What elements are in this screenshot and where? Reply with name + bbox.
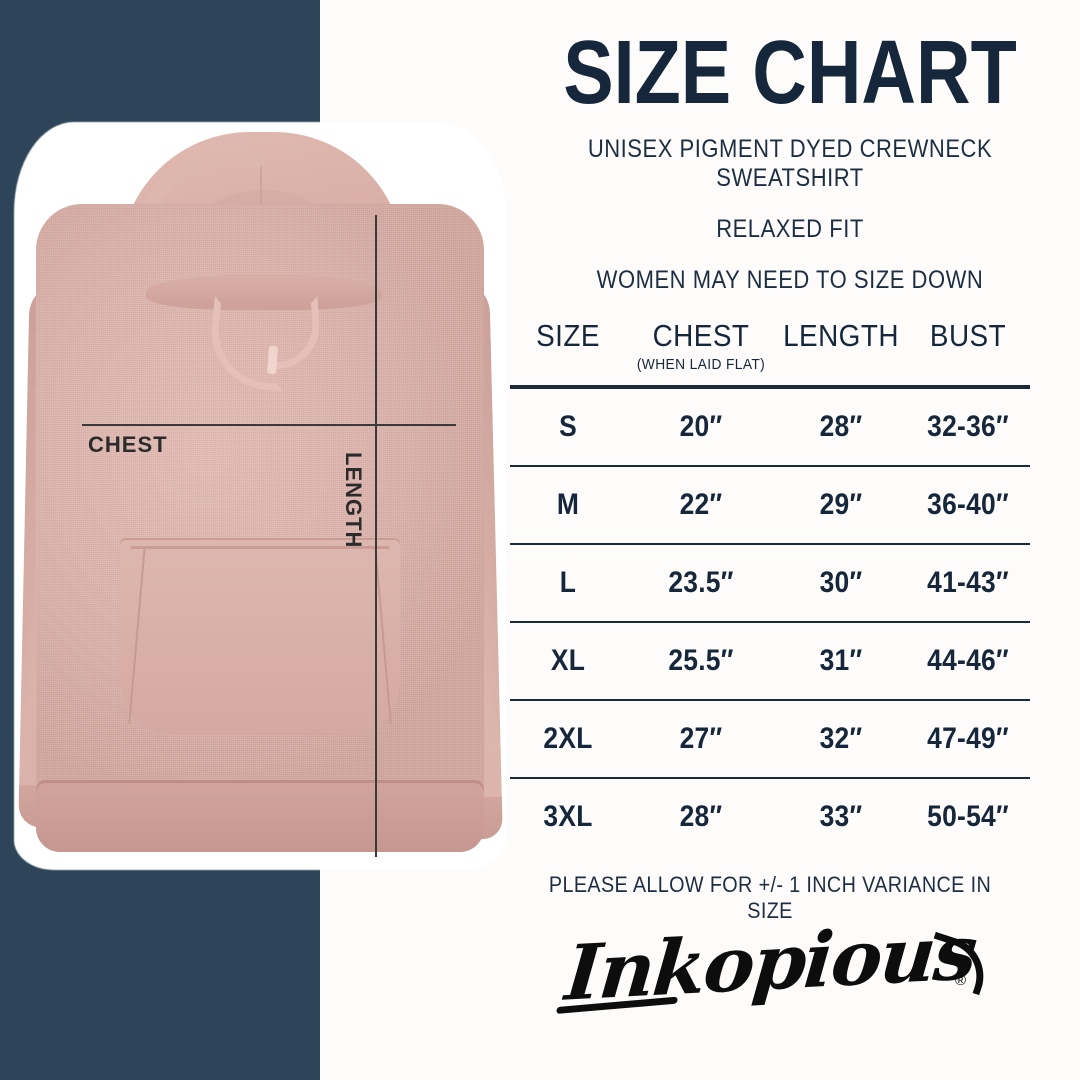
subtitle-product: UNISEX PIGMENT DYED CREWNECK SWEATSHIRT	[587, 134, 993, 192]
cell-length: 30″	[819, 566, 863, 599]
cell-bust: 44-46″	[927, 644, 1009, 677]
cell-bust: 41-43″	[927, 566, 1009, 599]
chest-measurement-line	[82, 424, 456, 426]
page-title: SIZE CHART	[563, 23, 1017, 123]
subtitle-sizing-advice: WOMEN MAY NEED TO SIZE DOWN	[596, 265, 984, 294]
table-row-divider	[510, 465, 1030, 467]
collar-band	[146, 274, 382, 310]
length-measurement-line	[375, 215, 377, 857]
subtitle-fit: RELAXED FIT	[716, 214, 864, 243]
cell-size: 2XL	[543, 722, 593, 755]
chest-measurement-label: CHEST	[88, 432, 168, 457]
pocket-top-seam	[130, 546, 390, 549]
column-header-length: LENGTH	[783, 318, 899, 353]
table-header-row: SIZE CHEST (WHEN LAID FLAT) LENGTH BUST	[510, 318, 1030, 373]
chart-content: SIZE CHART UNISEX PIGMENT DYED CREWNECK …	[500, 0, 1080, 1080]
cell-size: XL	[550, 644, 586, 677]
column-header-size: SIZE	[536, 318, 600, 353]
cell-bust: 32-36″	[927, 410, 1009, 443]
brand-wordmark: Inkopious	[561, 907, 979, 1018]
registered-trademark-icon: ®	[954, 972, 966, 989]
table-row: L 23.5″ 30″ 41-43″	[510, 545, 1030, 621]
column-header-bust: BUST	[929, 318, 1007, 353]
table-row: XL 25.5″ 31″ 44-46″	[510, 623, 1030, 699]
cell-length: 29″	[819, 488, 863, 521]
bottom-hem-band	[36, 780, 484, 852]
table-row: M 22″ 29″ 36-40″	[510, 467, 1030, 543]
table-row-divider	[510, 699, 1030, 701]
cell-chest: 25.5″	[668, 644, 734, 677]
table-row: S 20″ 28″ 32-36″	[510, 389, 1030, 465]
table-row-divider	[510, 777, 1030, 779]
brand-logo: Inkopious ®	[500, 907, 1040, 1018]
cell-length: 32″	[819, 722, 863, 755]
cell-size: L	[559, 566, 577, 599]
column-note-when-laid-flat: (WHEN LAID FLAT)	[636, 356, 766, 373]
cell-length: 28″	[819, 410, 863, 443]
product-photo: CHEST LENGTH	[0, 0, 520, 1080]
table-row-divider	[510, 543, 1030, 545]
size-table: SIZE CHEST (WHEN LAID FLAT) LENGTH BUST …	[510, 318, 1030, 855]
cell-length: 33″	[819, 800, 863, 833]
cell-chest: 22″	[679, 488, 723, 521]
drawstring-aglet	[267, 345, 278, 375]
hoodie-illustration	[18, 132, 503, 860]
table-row-divider	[510, 621, 1030, 623]
cell-chest: 27″	[679, 722, 723, 755]
cell-bust: 47-49″	[927, 722, 1009, 755]
table-row: 3XL 28″ 33″ 50-54″	[510, 779, 1030, 855]
length-measurement-label: LENGTH	[341, 452, 366, 549]
cell-chest: 20″	[679, 410, 723, 443]
column-header-chest: CHEST	[652, 318, 750, 353]
cell-chest: 28″	[679, 800, 723, 833]
cell-length: 31″	[819, 644, 863, 677]
cell-bust: 50-54″	[927, 800, 1009, 833]
cell-size: 3XL	[543, 800, 593, 833]
table-header-rule	[510, 385, 1030, 389]
cell-size: M	[556, 488, 580, 521]
cell-chest: 23.5″	[668, 566, 734, 599]
table-row: 2XL 27″ 32″ 47-49″	[510, 701, 1030, 777]
cell-bust: 36-40″	[927, 488, 1009, 521]
kangaroo-pocket	[120, 538, 400, 734]
cell-size: S	[559, 410, 577, 443]
